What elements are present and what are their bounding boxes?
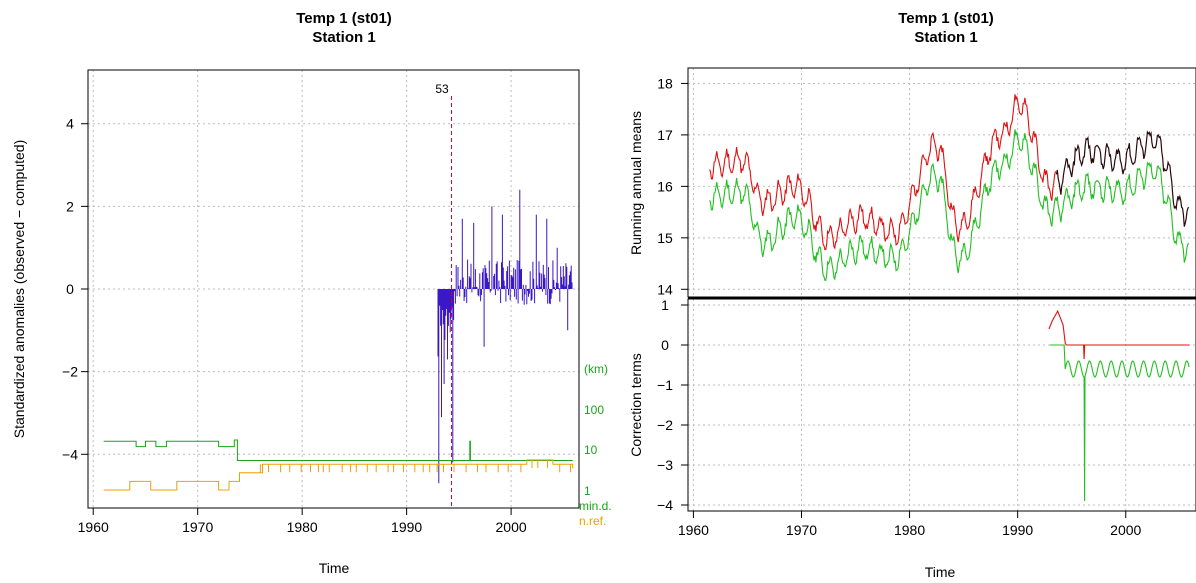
- raw-after-break-line: [1055, 130, 1190, 227]
- left-y-tick-label-0: −4: [62, 446, 78, 462]
- nref-line: [103, 459, 574, 491]
- left-x-axis-label: Time: [319, 560, 350, 576]
- right-x-tick-label-0: 1960: [678, 522, 709, 538]
- right-x-tick-label-3: 1990: [1002, 522, 1033, 538]
- left-x-tick-label-4: 2000: [496, 519, 527, 535]
- right-bottom-y-tick-label-0: −4: [657, 497, 673, 513]
- left-x-tick-label-3: 1990: [391, 519, 422, 535]
- left-y-tick-label-1: −2: [62, 364, 78, 380]
- raw-line: [709, 94, 1057, 250]
- right-top-y-tick-label-1: 15: [657, 230, 673, 246]
- right-x-tick-label-2: 1980: [894, 522, 925, 538]
- left-y-axis: −4 −2 0 2 4: [62, 116, 88, 462]
- right-top-y-tick-label-2: 16: [657, 178, 673, 194]
- right-x-tick-label-1: 1970: [786, 522, 817, 538]
- left-series: [103, 96, 574, 508]
- right-bottom-y-tick-label-5: 1: [661, 297, 669, 313]
- distance-line: [103, 439, 573, 461]
- right-bottom-y-tick-label-3: −1: [657, 377, 673, 393]
- right-top-y-axis: 14 15 16 17 18: [657, 75, 688, 297]
- homogenized-line: [709, 129, 1190, 281]
- anomaly-bars: [437, 189, 573, 484]
- left-x-tick-label-2: 1980: [287, 519, 318, 535]
- right-x-tick-label-4: 2000: [1110, 522, 1141, 538]
- km-tick-100: 100: [584, 403, 604, 417]
- right-x-axis-label: Time: [925, 564, 956, 580]
- right-bottom-series: [1048, 309, 1190, 502]
- right-bottom-y-tick-label-4: 0: [661, 337, 669, 353]
- right-x-axis: 1960 1970 1980 1990 2000: [678, 511, 1142, 538]
- right-bottom-y-tick-label-2: −2: [657, 417, 673, 433]
- left-chart-title: Temp 1 (st01): [296, 10, 392, 27]
- right-top-y-tick-label-3: 17: [657, 127, 673, 143]
- left-x-tick-label-0: 1960: [78, 519, 109, 535]
- right-top-y-tick-label-4: 18: [657, 75, 673, 91]
- left-x-axis: 1960 1970 1980 1990 2000: [78, 508, 527, 535]
- left-x-tick-label-1: 1970: [182, 519, 213, 535]
- right-chart-title: Temp 1 (st01): [898, 10, 994, 27]
- right-bottom-frame: [687, 298, 1196, 512]
- right-top-y-tick-label-0: 14: [657, 281, 673, 297]
- right-top-grid: [688, 68, 1196, 297]
- right-bottom-grid: [688, 299, 1196, 511]
- right-bottom-y-axis-label: Correction terms: [628, 353, 644, 456]
- km-tick-1: 1: [584, 484, 591, 498]
- correction-green-line: [1050, 344, 1190, 502]
- right-chart-subtitle: Station 1: [914, 29, 977, 46]
- left-y-axis-label: Standardized anomalies (observed − compu…: [11, 140, 27, 438]
- break-label: 53: [435, 82, 449, 96]
- left-y-tick-label-3: 2: [66, 198, 74, 214]
- left-y-tick-label-4: 4: [66, 116, 74, 132]
- min-d-label: min.d.: [579, 499, 612, 513]
- left-grid: [88, 70, 579, 508]
- left-chart-subtitle: Station 1: [312, 29, 375, 46]
- right-top-series: [709, 94, 1190, 281]
- left-chart: Temp 1 (st01) Station 1 1960 1970 1980 1990…: [11, 10, 612, 576]
- km-tick-10: 10: [584, 443, 598, 457]
- right-top-y-axis-label: Running annual means: [628, 111, 644, 255]
- right-bottom-y-tick-label-1: −3: [657, 457, 673, 473]
- left-y-tick-label-2: 0: [66, 281, 74, 297]
- right-bottom-y-axis: −4 −3 −2 −1 0 1: [657, 297, 688, 513]
- km-label: (km): [584, 362, 608, 376]
- correction-red-line: [1048, 309, 1190, 360]
- n-ref-label: n.ref.: [579, 514, 606, 528]
